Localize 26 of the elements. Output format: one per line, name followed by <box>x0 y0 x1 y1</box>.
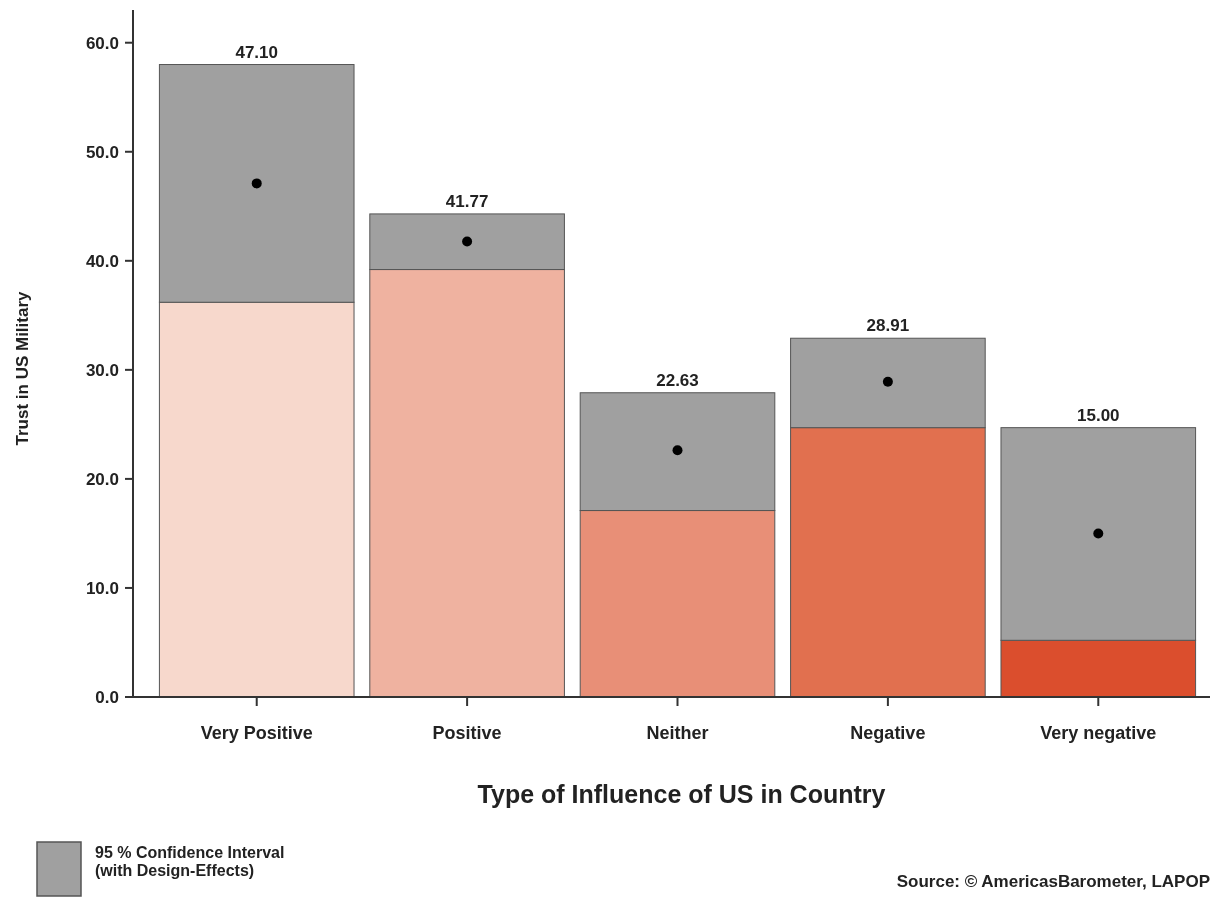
y-tick-label: 10.0 <box>85 578 119 598</box>
point <box>882 376 893 387</box>
y-tick-label: 50.0 <box>85 142 119 162</box>
point <box>251 178 262 189</box>
y-tick-label: 0.0 <box>95 687 119 707</box>
x-tick-label: Very Positive <box>200 723 313 743</box>
y-tick-label: 30.0 <box>85 360 119 380</box>
x-tick-label: Positive <box>432 723 502 743</box>
annotation: 47.10 <box>235 42 278 62</box>
annotation: 22.63 <box>656 370 699 390</box>
y-tick-label: 20.0 <box>85 469 119 489</box>
text: 95 % Confidence Interval (with Design-Effects) <box>95 844 285 879</box>
annotation: 15.00 <box>1077 405 1120 425</box>
point <box>462 236 473 247</box>
x-tick-label: Neither <box>646 723 709 743</box>
annotation: 41.77 <box>445 191 489 211</box>
x-axis-title: Type of Influence of US in Country <box>477 780 886 808</box>
point <box>1093 528 1104 539</box>
y-axis-title: Trust in US Military <box>13 290 32 446</box>
source-note: Source: © AmericasBarometer, LAPOP <box>896 872 1210 891</box>
x-tick-label: Very negative <box>1040 723 1157 743</box>
annotation: 28.91 <box>866 316 910 336</box>
point <box>672 445 683 456</box>
y-tick-label: 40.0 <box>85 251 119 271</box>
y-tick-label: 60.0 <box>85 33 119 53</box>
x-tick-label: Negative <box>850 723 926 743</box>
